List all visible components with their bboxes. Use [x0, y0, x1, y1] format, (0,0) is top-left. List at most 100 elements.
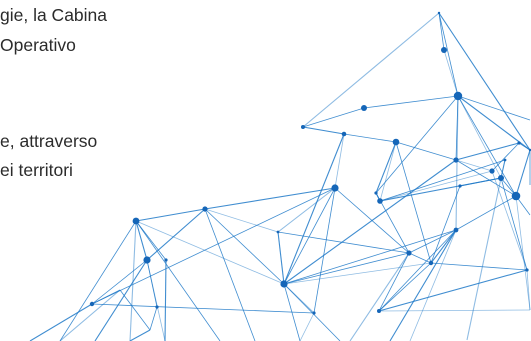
network-node: [301, 125, 305, 129]
network-edge: [283, 262, 432, 285]
network-node: [280, 280, 288, 288]
network-edge: [378, 269, 528, 312]
network-edge: [164, 259, 167, 341]
network-edge: [59, 220, 137, 341]
network-node: [377, 198, 383, 204]
network-edge: [443, 49, 459, 97]
network-node: [143, 256, 151, 264]
network-node: [276, 230, 280, 234]
network-edge: [302, 12, 440, 128]
network-edge: [283, 187, 336, 285]
network-edge: [277, 187, 336, 233]
network-node: [453, 91, 463, 101]
network-edge: [378, 252, 410, 312]
network-edge: [135, 220, 148, 261]
network-edge: [135, 208, 206, 222]
body-text-line-2: Operativo: [0, 35, 76, 55]
network-edge: [395, 141, 432, 264]
network-edge: [457, 95, 517, 197]
network-node: [132, 217, 140, 225]
network-edge: [455, 95, 459, 231]
network-node: [331, 184, 339, 192]
network-edge: [302, 126, 345, 135]
network-edge: [466, 177, 502, 341]
network-edge: [204, 208, 279, 233]
network-node: [428, 260, 434, 266]
network-node: [458, 184, 462, 188]
network-edge: [457, 95, 531, 151]
network-node: [528, 148, 531, 152]
network-node: [441, 47, 447, 53]
network-edge: [146, 208, 206, 261]
network-edge: [455, 159, 493, 172]
network-edge: [457, 95, 531, 121]
network-edge: [395, 141, 457, 161]
network-edge: [408, 252, 432, 264]
network-edge: [363, 95, 459, 109]
network-edge: [349, 252, 410, 341]
network-edge: [379, 170, 493, 202]
network-node: [453, 157, 459, 163]
network-edge: [149, 306, 158, 331]
network-edge: [204, 208, 285, 285]
network-edge: [283, 133, 345, 285]
network-edge: [91, 303, 315, 314]
network-edge: [518, 142, 531, 151]
network-edge: [375, 95, 459, 194]
network-edge: [91, 289, 121, 305]
network-edge: [455, 159, 517, 197]
network-edge: [91, 259, 148, 305]
network-node: [341, 131, 347, 137]
network-edge: [146, 259, 158, 308]
network-node: [453, 227, 459, 233]
network-node: [155, 305, 159, 309]
network-edge: [500, 177, 528, 271]
network-edge: [283, 229, 457, 285]
network-edge: [438, 12, 459, 97]
network-edge: [409, 229, 457, 341]
network-edge: [459, 177, 502, 187]
network-node: [517, 141, 521, 145]
network-edge: [277, 231, 410, 254]
network-node: [525, 268, 529, 272]
network-edge: [526, 269, 531, 311]
network-edge: [302, 107, 365, 128]
network-edge: [430, 185, 461, 264]
network-edge: [378, 262, 432, 312]
network-edge: [283, 252, 410, 285]
network-edge: [491, 142, 520, 172]
network-edge: [29, 303, 93, 341]
network-edge: [283, 283, 341, 341]
network-node: [437, 11, 441, 15]
network-edge: [204, 208, 256, 341]
network-edge: [491, 170, 528, 271]
network-edge: [135, 220, 285, 285]
network-edge: [204, 187, 336, 210]
network-edge: [379, 159, 506, 202]
network-edge: [378, 309, 531, 312]
network-edge: [94, 259, 148, 341]
network-node: [89, 301, 95, 307]
network-node: [511, 191, 521, 201]
network-edge: [343, 133, 397, 143]
network-node: [361, 105, 367, 111]
network-node: [503, 158, 507, 162]
network-edge: [430, 262, 528, 271]
network-node: [406, 250, 412, 256]
network-node: [374, 191, 378, 195]
network-edge: [283, 159, 457, 285]
network-node: [164, 258, 168, 262]
body-text-line-3: e, attraverso: [0, 131, 98, 151]
network-edge: [313, 187, 336, 314]
network-node: [498, 175, 504, 181]
network-edge: [129, 329, 151, 341]
network-edge: [135, 220, 221, 341]
network-edge: [299, 312, 315, 341]
network-edge: [455, 142, 520, 161]
network-edge: [430, 229, 457, 264]
network-edge: [500, 159, 506, 179]
network-edge: [277, 231, 285, 285]
body-text-line-4: ei territori: [0, 160, 73, 180]
network-edge: [515, 195, 531, 311]
